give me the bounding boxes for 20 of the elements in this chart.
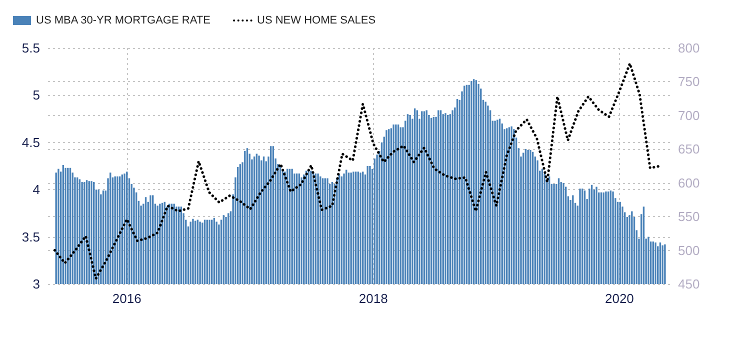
y-tick-label: 5 [32,88,40,103]
y2-tick-label: 500 [678,242,700,258]
y-tick-label: 4.5 [22,134,40,150]
y2-tick-label: 450 [678,276,700,292]
y2-tick-label: 700 [678,108,700,123]
x-tick-label: 2016 [112,291,142,306]
x-tick-label: 2018 [358,291,388,306]
y-tick-label: 4 [32,182,40,198]
y2-tick-label: 600 [678,175,700,190]
legend-label: US NEW HOME SALES [257,14,376,26]
x-tick-label: 2020 [604,291,634,306]
y2-tick-label: 750 [678,74,700,90]
y-tick-label: 3.5 [22,229,40,244]
y2-tick-label: 550 [678,209,700,224]
legend-label: US MBA 30-YR MORTGAGE RATE [36,14,210,26]
y2-tick-label: 800 [678,40,700,56]
y2-tick-label: 650 [678,142,700,157]
y-tick-label: 5.5 [22,40,40,56]
y-tick-label: 3 [32,276,40,292]
line-series [53,62,662,280]
